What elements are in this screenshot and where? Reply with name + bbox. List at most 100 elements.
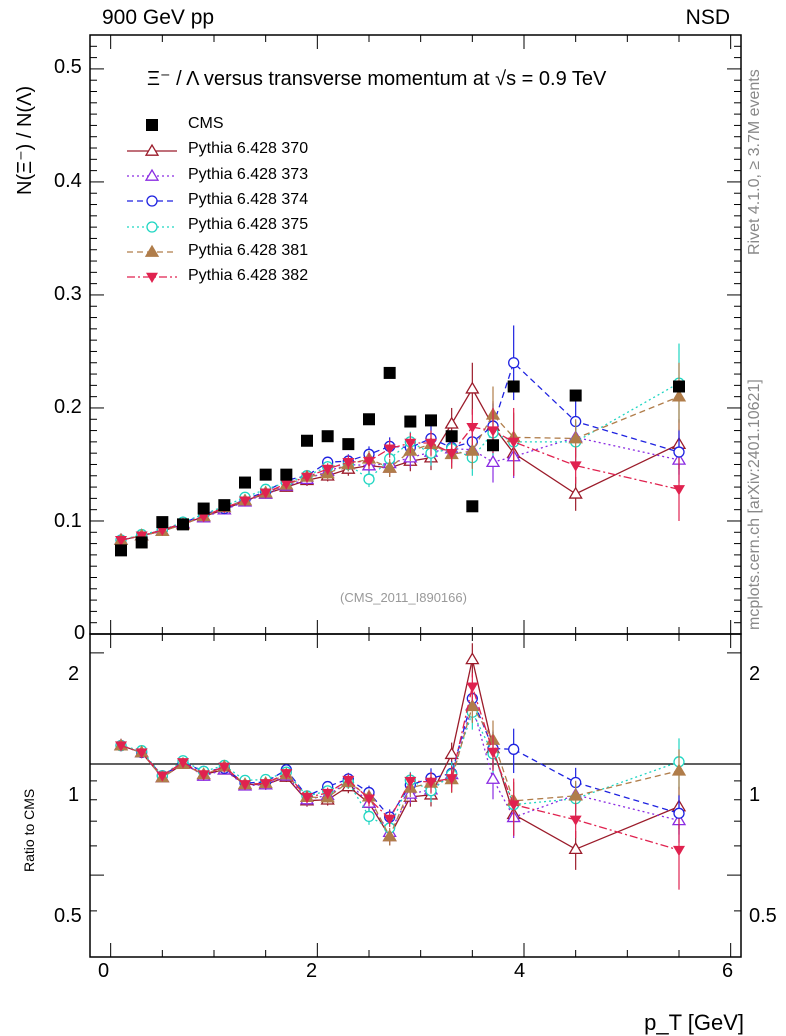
ratio-point	[382, 829, 397, 842]
ratio-point	[508, 743, 520, 755]
ratio-point	[425, 777, 437, 788]
legend-label-cms: CMS	[188, 115, 224, 132]
series-point	[466, 422, 479, 434]
cms-point	[363, 413, 375, 426]
ratio-point	[342, 775, 355, 787]
series-point	[156, 525, 169, 537]
ratio-point	[487, 747, 499, 758]
series-point	[404, 438, 417, 449]
series-point	[363, 473, 375, 485]
cms-point	[280, 468, 293, 481]
x-tick-2: 2	[306, 960, 318, 982]
ratio-point	[568, 841, 583, 855]
legend-label-370: Pythia 6.428 370	[188, 140, 309, 157]
x-tick-4: 4	[514, 960, 526, 982]
series-line-1	[120, 436, 680, 541]
ratio-point	[444, 746, 459, 760]
cms-point	[507, 380, 520, 393]
cms-point	[321, 430, 334, 443]
rivet-note: Rivet 4.1.0, ≥ 3.7M events	[746, 69, 763, 255]
ratio-series-line-1	[120, 702, 680, 834]
ratio-point	[135, 748, 148, 759]
legend-marker-4	[144, 244, 160, 257]
x-axis-label: p_T [GeV]	[644, 1010, 744, 1035]
series-point	[383, 444, 396, 455]
cms-point	[487, 439, 499, 452]
ratio-tick-2: 2	[68, 663, 80, 685]
ratio-point	[239, 780, 251, 791]
ratio-series-line-4	[120, 704, 680, 838]
ratio-point	[363, 810, 375, 823]
series-point	[239, 496, 251, 507]
ratio-point	[465, 652, 480, 665]
ratio-point	[568, 788, 583, 801]
cms-point	[156, 516, 169, 529]
ratio-point	[466, 682, 479, 693]
cms-point	[135, 536, 148, 549]
series-point	[445, 448, 458, 460]
legend-marker-1	[144, 168, 160, 181]
legend-label-373: Pythia 6.428 373	[188, 166, 309, 183]
y-tick-0.4: 0.4	[54, 170, 82, 192]
cms-point	[239, 476, 251, 489]
ratio-point	[156, 771, 169, 782]
ratio-point	[218, 762, 231, 773]
series-point	[115, 535, 127, 547]
ratio-series-layer	[113, 643, 687, 890]
y-tick-0.2: 0.2	[54, 396, 82, 418]
ratio-point	[445, 774, 458, 785]
y-tick-0.3: 0.3	[54, 283, 82, 305]
ratio-series-line-5	[120, 684, 680, 851]
series-point	[671, 389, 687, 402]
series-point	[425, 438, 437, 449]
series-point	[363, 456, 375, 468]
legend-label-381: Pythia 6.428 381	[188, 242, 309, 259]
chart-title: Ξ⁻ / Λ versus transverse momentum at √s …	[147, 68, 607, 90]
cms-point	[197, 502, 210, 515]
cms-point	[445, 430, 458, 443]
cms-point	[466, 500, 479, 513]
series-point	[444, 416, 459, 429]
series-point	[259, 488, 272, 499]
ratio-plot-frame	[89, 633, 742, 958]
legend-label-382: Pythia 6.428 382	[188, 267, 309, 284]
series-point	[568, 431, 583, 444]
legend-marker-2	[146, 195, 158, 207]
cms-point	[218, 499, 231, 512]
legend-markers	[127, 119, 177, 283]
main-series-layer	[113, 325, 687, 557]
series-point	[507, 437, 520, 448]
ratio-point	[673, 845, 685, 857]
ratio-tick-right-0.5: 0.5	[749, 905, 777, 927]
cms-point	[301, 434, 313, 447]
series-point	[568, 486, 583, 499]
series-point	[569, 461, 582, 472]
cms-point	[259, 468, 272, 481]
legend-label-375: Pythia 6.428 375	[188, 216, 309, 233]
ratio-point	[673, 807, 685, 819]
cms-point	[569, 389, 582, 402]
ratio-point	[115, 741, 127, 752]
ratio-point	[404, 776, 417, 788]
series-point	[280, 479, 293, 490]
legend-marker-3	[146, 221, 158, 233]
ratio-point	[363, 794, 375, 805]
source-note: mcplots.cern.ch [arXiv:2401.10621]	[746, 379, 763, 630]
ratio-series-line-0	[120, 659, 680, 850]
y-tick-0.1: 0.1	[54, 510, 82, 532]
ratio-axis-label: Ratio to CMS	[21, 788, 37, 872]
series-point	[465, 443, 480, 456]
ratio-point	[383, 814, 396, 825]
ratio-point	[197, 770, 210, 781]
cms-point	[177, 518, 189, 531]
ratio-point	[507, 800, 520, 811]
series-point	[673, 446, 685, 458]
series-point	[508, 357, 520, 369]
cms-point	[673, 380, 685, 393]
analysis-watermark: (CMS_2011_I890166)	[340, 590, 467, 605]
ratio-tick-1: 1	[68, 784, 80, 806]
ratio-tick-right-2: 2	[749, 663, 761, 685]
y-tick-0: 0	[74, 622, 86, 644]
series-point	[197, 512, 210, 523]
